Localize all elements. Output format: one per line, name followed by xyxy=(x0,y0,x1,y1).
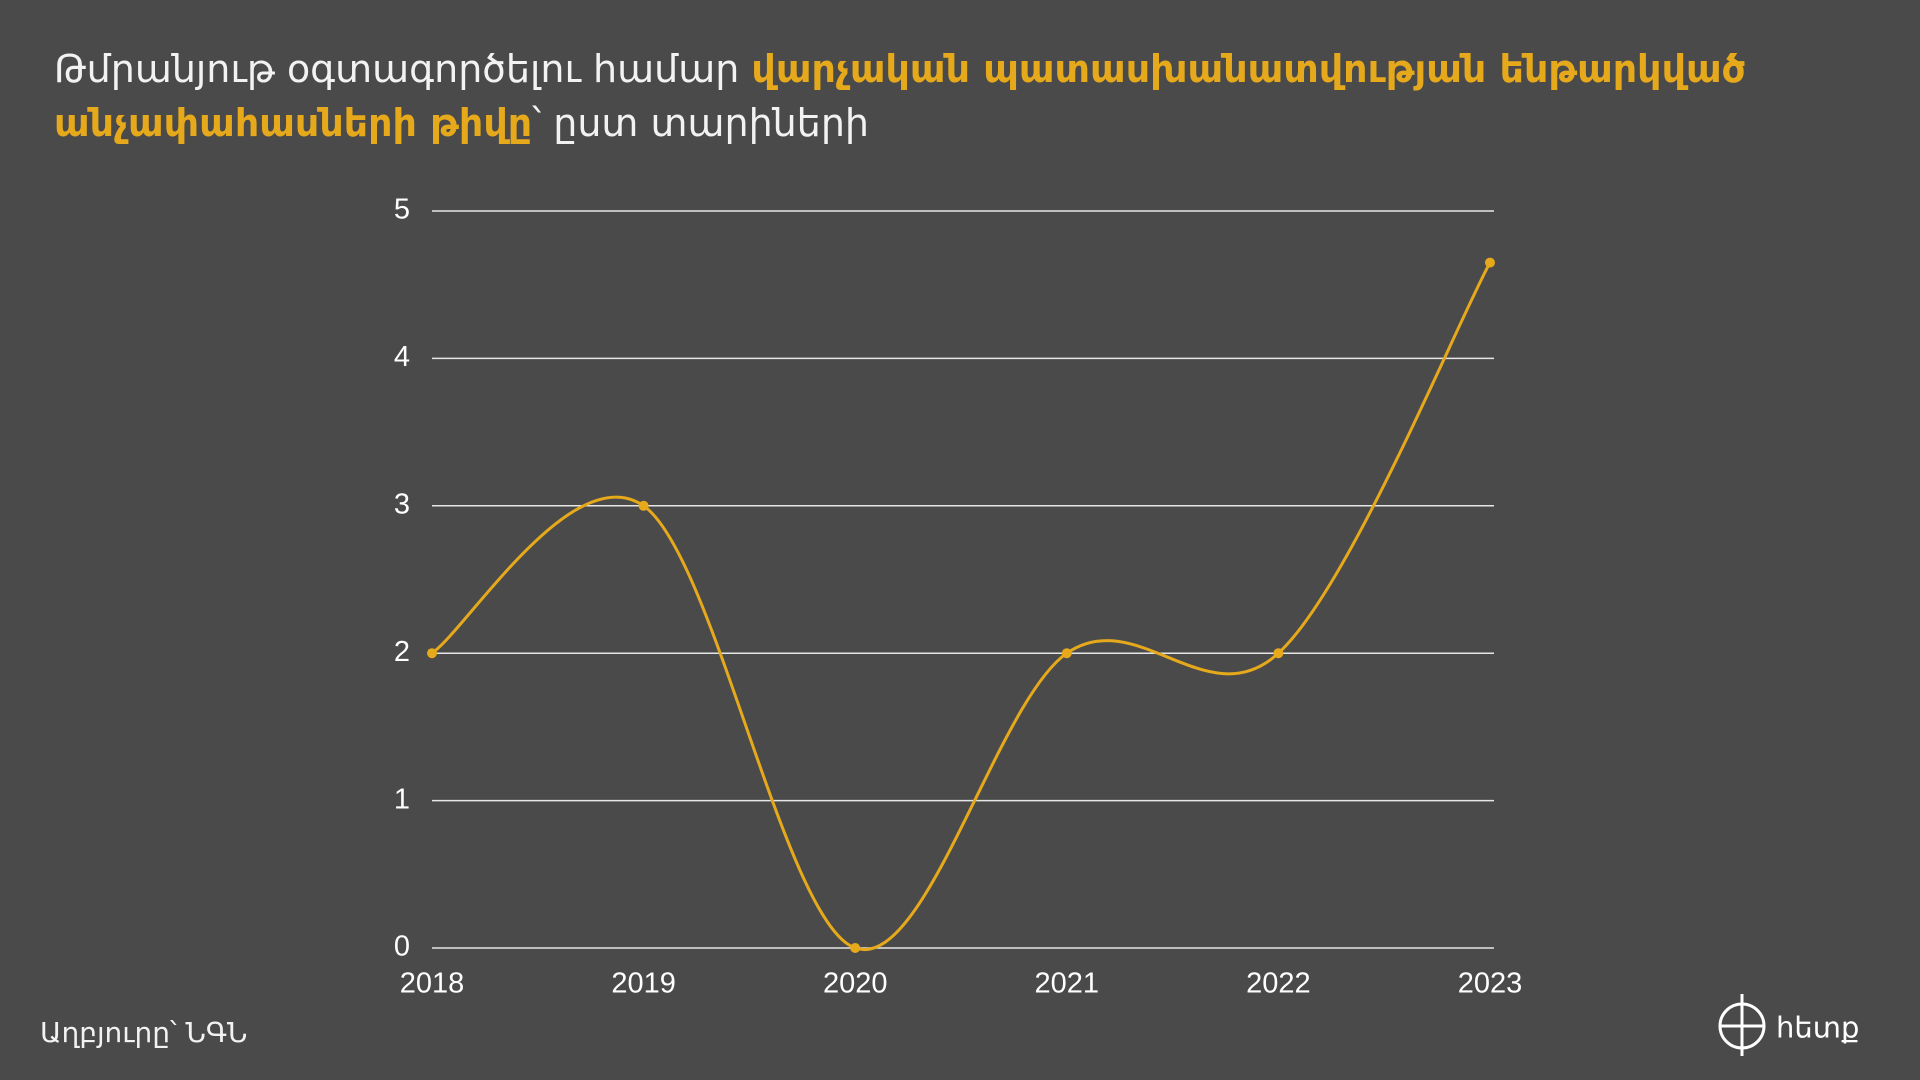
x-tick-label: 2021 xyxy=(1035,968,1100,1000)
y-tick-label: 2 xyxy=(394,636,410,668)
title-highlight: վարչական պատասխանատվության ենթարկված անչ… xyxy=(54,47,1746,145)
title-part: ՝ ըստ տարիների xyxy=(532,101,870,145)
logo-text: հետք xyxy=(1776,1013,1859,1045)
y-tick-label: 3 xyxy=(394,488,410,520)
point xyxy=(638,500,649,511)
y-tick-label: 4 xyxy=(394,341,410,373)
point xyxy=(427,648,437,659)
x-tick-label: 2019 xyxy=(611,968,676,1000)
y-tick-label: 5 xyxy=(394,194,410,226)
y-tick-label: 0 xyxy=(394,931,410,963)
y-tick-label: 1 xyxy=(394,783,410,815)
x-tick-label: 2018 xyxy=(400,968,465,1000)
x-tick-label: 2023 xyxy=(1458,968,1523,1000)
title-part: Թմրանյութ օգտագործելու համար xyxy=(54,47,740,91)
x-tick-label: 2022 xyxy=(1246,968,1311,1000)
logo: հետք xyxy=(1718,994,1859,1056)
chart-title: Թմրանյութ օգտագործելու համար վարչական պա… xyxy=(54,42,1754,150)
point xyxy=(850,943,861,953)
x-tick-label: 2020 xyxy=(823,968,888,1000)
line xyxy=(431,261,1492,952)
chart: 0 1 2 3 4 5 2018 2019 2020 2021 2022 2023 xyxy=(394,194,1523,1000)
point xyxy=(1273,648,1284,659)
point xyxy=(1485,257,1495,268)
source-note: Աղբյուրը՝ ՆԳՆ xyxy=(40,1016,248,1049)
point xyxy=(1061,648,1072,659)
